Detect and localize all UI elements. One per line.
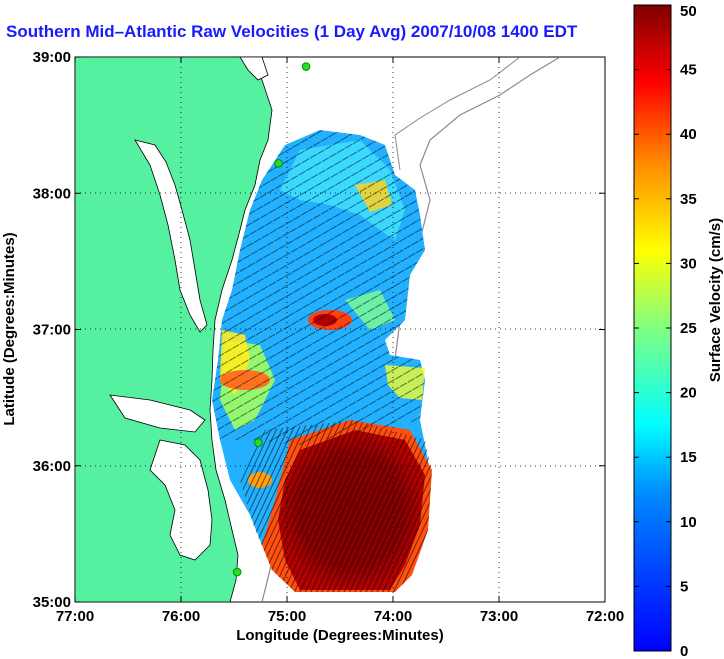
chesapeake-bay — [134, 139, 208, 333]
x-tick-label: 73:00 — [480, 608, 518, 625]
x-tick-label: 77:00 — [56, 608, 94, 625]
land-mass — [75, 57, 273, 602]
colorbar-tick-label: 20 — [680, 385, 697, 402]
colorbar-tick-label: 0 — [680, 643, 688, 659]
colorbar-tick-label: 40 — [680, 126, 697, 143]
station-marker — [301, 62, 311, 71]
station-marker — [274, 158, 283, 168]
velocity-arrows-dense — [240, 420, 432, 592]
station-marker — [254, 438, 263, 447]
x-tick-label: 75:00 — [268, 608, 306, 625]
colorbar-tick-label: 30 — [680, 255, 697, 272]
colorbar-tick-label: 50 — [680, 3, 697, 20]
colorbar — [633, 4, 672, 652]
colorbar-tick-label: 35 — [680, 191, 697, 208]
y-tick-label: 38:00 — [33, 185, 71, 202]
colorbar-tick-label: 10 — [680, 514, 697, 531]
colorbar-label: Surface Velocity (cm/s) — [707, 218, 724, 382]
colorbar-tick-label: 5 — [680, 578, 688, 595]
velocity-field — [212, 130, 432, 592]
delaware-bay — [239, 57, 269, 81]
x-tick-label: 74:00 — [374, 608, 412, 625]
y-tick-label: 39:00 — [33, 49, 71, 66]
y-axis: 39:00 38:00 37:00 36:00 35:00 — [33, 49, 605, 611]
station-marker — [232, 567, 242, 577]
map-title: Southern Mid–Atlantic Raw Velocities (1 … — [6, 22, 578, 41]
colorbar-tick-label: 25 — [680, 320, 697, 337]
bathymetry-contour-2 — [394, 57, 521, 171]
colorbar-tick-label: 45 — [680, 62, 697, 79]
map-grid — [75, 57, 605, 602]
y-tick-label: 36:00 — [33, 458, 71, 475]
colorbar-ticks: 0 5 10 15 20 25 30 35 40 45 50 — [634, 3, 697, 659]
x-tick-label: 72:00 — [586, 608, 624, 625]
x-axis-label: Longitude (Degrees:Minutes) — [236, 627, 444, 644]
velocity-arrows — [212, 130, 425, 445]
station-markers — [232, 62, 311, 577]
x-tick-label: 76:00 — [162, 608, 200, 625]
y-tick-label: 37:00 — [33, 322, 71, 339]
y-axis-label: Latitude (Degrees:Minutes) — [1, 232, 18, 425]
colorbar-tick-label: 15 — [680, 449, 697, 466]
pamlico-sound — [149, 439, 213, 561]
y-tick-label: 35:00 — [33, 594, 71, 611]
x-axis: 77:00 76:00 75:00 74:00 73:00 72:00 — [56, 57, 624, 625]
